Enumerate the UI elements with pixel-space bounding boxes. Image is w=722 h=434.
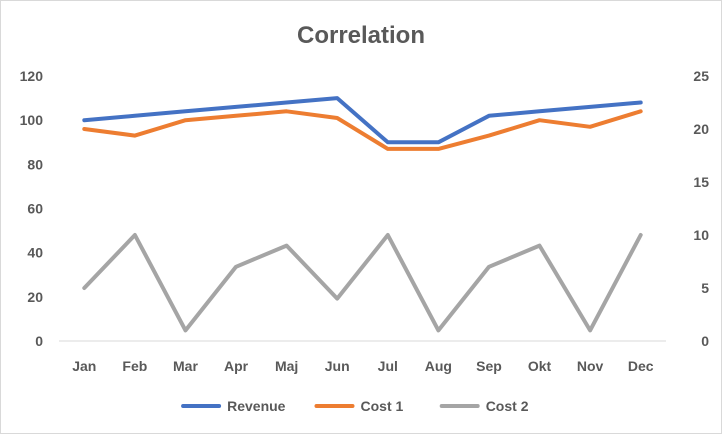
series-line-cost-2 (82, 233, 643, 333)
y-right-tick-label: 20 (693, 121, 709, 137)
x-tick-label: Okt (528, 358, 552, 374)
x-tick-label: Sep (476, 358, 502, 374)
y-left-tick-label: 60 (27, 201, 43, 217)
y-right-tick-label: 15 (693, 174, 709, 190)
legend-label-cost-2: Cost 2 (486, 398, 529, 414)
chart-title: Correlation (297, 22, 425, 49)
series-line-cost-1 (82, 109, 643, 151)
y-left-tick-label: 0 (35, 333, 43, 349)
x-tick-label: Dec (628, 358, 654, 374)
y-right-tick-label: 25 (693, 68, 709, 84)
y-right-tick-label: 0 (701, 333, 709, 349)
x-tick-label: Jun (325, 358, 350, 374)
y-left-tick-label: 80 (27, 156, 43, 172)
x-axis: Jan Feb Mar Apr Maj Jun Jul Aug Sep Okt Nov Dec (72, 358, 654, 374)
y-left-tick-label: 40 (27, 245, 43, 261)
y-right-tick-label: 5 (701, 280, 709, 296)
legend-label-revenue: Revenue (227, 398, 286, 414)
legend-label-cost-1: Cost 1 (361, 398, 404, 414)
y-axis-left: 0 20 40 60 80 100 120 (20, 68, 44, 349)
y-left-tick-label: 120 (20, 68, 44, 84)
y-axis-right: 0 5 10 15 20 25 (693, 68, 709, 349)
legend: Revenue Cost 1 Cost 2 (181, 398, 529, 414)
y-left-tick-label: 20 (27, 289, 43, 305)
series-lines (82, 96, 643, 333)
x-tick-label: Aug (425, 358, 452, 374)
x-tick-label: Feb (122, 358, 147, 374)
x-tick-label: Jul (378, 358, 398, 374)
x-tick-label: Jan (72, 358, 96, 374)
x-tick-label: Apr (224, 358, 249, 374)
x-tick-label: Maj (275, 358, 298, 374)
series-line-revenue (82, 96, 643, 145)
x-tick-label: Mar (173, 358, 198, 374)
y-right-tick-label: 10 (693, 227, 709, 243)
x-tick-label: Nov (577, 358, 604, 374)
y-left-tick-label: 100 (20, 112, 44, 128)
